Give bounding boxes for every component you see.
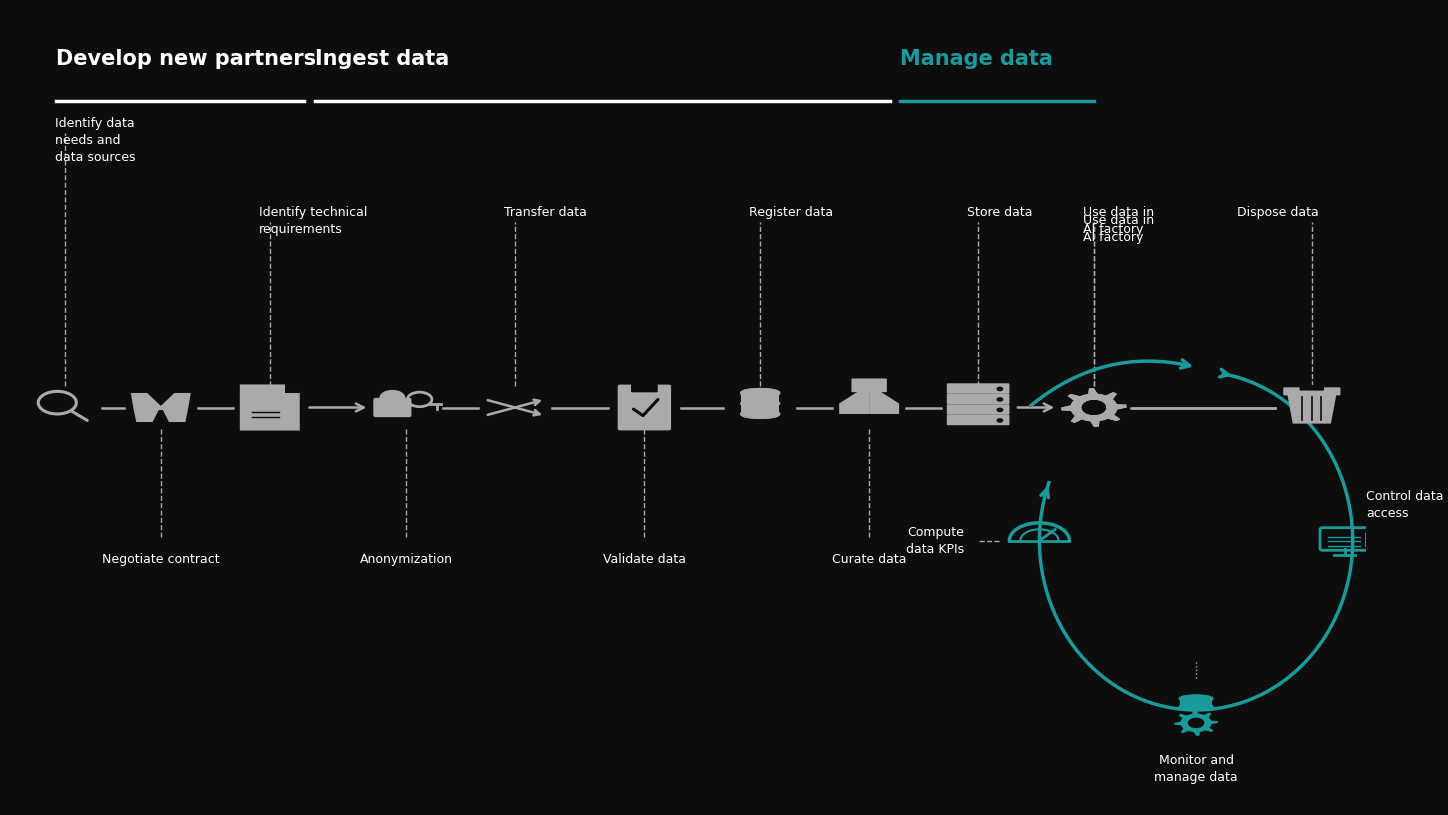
Text: Develop new partners: Develop new partners xyxy=(56,49,316,68)
Polygon shape xyxy=(130,393,161,422)
Text: Store data: Store data xyxy=(967,206,1032,219)
Text: Ingest data: Ingest data xyxy=(314,49,449,68)
Text: Anonymization: Anonymization xyxy=(359,553,453,566)
FancyBboxPatch shape xyxy=(374,398,411,417)
FancyBboxPatch shape xyxy=(618,385,670,430)
Circle shape xyxy=(998,419,1002,422)
Ellipse shape xyxy=(1180,703,1212,710)
FancyBboxPatch shape xyxy=(1283,387,1341,395)
FancyBboxPatch shape xyxy=(947,415,1009,425)
Text: Identify data
needs and
data sources: Identify data needs and data sources xyxy=(55,117,135,164)
FancyBboxPatch shape xyxy=(947,394,1009,404)
Text: Manage data: Manage data xyxy=(901,49,1053,68)
Circle shape xyxy=(1083,401,1105,414)
Ellipse shape xyxy=(1180,695,1212,702)
Text: Compute
data KPIs: Compute data KPIs xyxy=(906,526,964,556)
Text: Identify technical
requirements: Identify technical requirements xyxy=(259,206,368,236)
Ellipse shape xyxy=(741,410,779,418)
Text: Use data in
AI factory: Use data in AI factory xyxy=(1083,206,1154,236)
Polygon shape xyxy=(869,391,899,414)
FancyBboxPatch shape xyxy=(947,404,1009,415)
FancyBboxPatch shape xyxy=(947,383,1009,394)
Bar xyxy=(741,393,779,414)
Polygon shape xyxy=(240,385,300,430)
Polygon shape xyxy=(1061,388,1127,427)
Text: Register data: Register data xyxy=(749,206,834,219)
Circle shape xyxy=(1189,718,1203,728)
Ellipse shape xyxy=(741,389,779,397)
Text: Negotiate contract: Negotiate contract xyxy=(101,553,220,566)
Text: Dispose data: Dispose data xyxy=(1237,206,1319,219)
Circle shape xyxy=(998,387,1002,390)
Circle shape xyxy=(381,390,404,405)
Text: Monitor and
manage data: Monitor and manage data xyxy=(1154,755,1238,784)
Text: Transfer data: Transfer data xyxy=(504,206,586,219)
Text: Curate data: Curate data xyxy=(833,553,906,566)
Polygon shape xyxy=(161,393,191,422)
Polygon shape xyxy=(1287,394,1337,424)
Text: Validate data: Validate data xyxy=(602,553,686,566)
Polygon shape xyxy=(1061,388,1127,427)
FancyBboxPatch shape xyxy=(1365,532,1394,547)
Circle shape xyxy=(998,408,1002,412)
FancyBboxPatch shape xyxy=(1300,385,1323,390)
Circle shape xyxy=(1083,401,1105,414)
Bar xyxy=(1180,698,1212,707)
Polygon shape xyxy=(840,391,869,414)
Circle shape xyxy=(998,398,1002,401)
FancyBboxPatch shape xyxy=(851,378,886,392)
Polygon shape xyxy=(285,385,300,394)
Text: Use data in
AI factory: Use data in AI factory xyxy=(1083,214,1154,244)
Polygon shape xyxy=(1174,710,1218,736)
Text: Control data
access: Control data access xyxy=(1367,491,1444,521)
FancyBboxPatch shape xyxy=(631,382,657,392)
